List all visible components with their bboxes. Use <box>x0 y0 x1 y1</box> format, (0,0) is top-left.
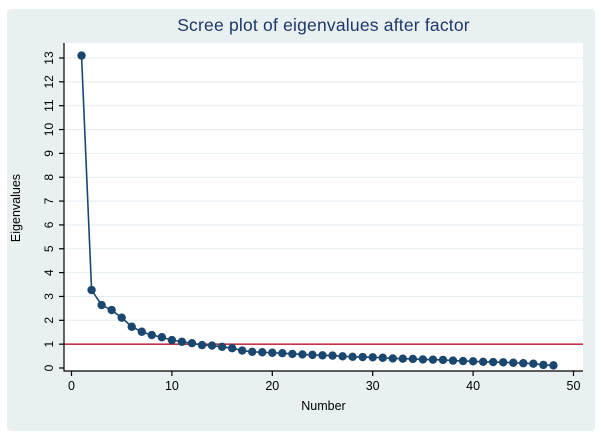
eigenvalue-point <box>197 340 207 350</box>
eigenvalue-point <box>539 360 548 370</box>
eigenvalue-point <box>438 355 448 365</box>
eigenvalue-point <box>408 354 418 364</box>
eigenvalue-point <box>308 350 317 360</box>
eigenvalue-point <box>187 339 197 348</box>
x-axis-title: Number <box>301 399 346 413</box>
eigenvalue-point <box>167 335 177 345</box>
y-tick-label: 8 <box>42 174 56 181</box>
eigenvalue-point <box>127 322 136 331</box>
eigenvalue-point <box>77 51 86 60</box>
eigenvalue-point <box>488 357 498 367</box>
eigenvalue-point <box>398 354 408 363</box>
eigenvalue-point <box>97 300 106 310</box>
x-tick-label: 0 <box>68 379 75 393</box>
eigenvalue-point <box>278 349 287 358</box>
eigenvalue-point <box>328 351 337 360</box>
eigenvalue-point <box>529 359 538 368</box>
eigenvalue-point <box>388 354 397 363</box>
y-tick-label: 3 <box>42 293 56 300</box>
eigenvalue-point <box>368 353 377 362</box>
x-tick-label: 20 <box>265 379 279 393</box>
y-tick-label: 1 <box>42 340 56 347</box>
eigenvalue-point <box>358 352 367 362</box>
y-tick-label: 5 <box>42 245 56 252</box>
chart-title: Scree plot of eigenvalues after factor <box>177 15 470 35</box>
eigenvalue-point <box>468 357 478 366</box>
eigenvalue-point <box>458 356 468 366</box>
eigenvalue-point <box>227 344 237 353</box>
eigenvalue-point <box>549 361 558 370</box>
y-tick-label: 10 <box>42 123 56 137</box>
y-tick-label: 9 <box>42 150 56 157</box>
y-tick-label: 4 <box>42 269 56 276</box>
eigenvalue-point <box>177 337 187 346</box>
eigenvalue-point <box>509 358 518 367</box>
eigenvalue-point <box>418 355 428 364</box>
eigenvalue-point <box>519 359 528 368</box>
eigenvalue-point <box>478 357 488 366</box>
eigenvalue-point <box>117 313 126 322</box>
eigenvalue-point <box>258 348 267 357</box>
y-axis-title: Eigenvalues <box>9 173 23 243</box>
eigenvalue-point <box>268 348 277 357</box>
eigenvalue-point <box>248 347 257 356</box>
eigenvalue-point <box>237 346 247 355</box>
eigenvalue-point <box>207 341 217 350</box>
eigenvalue-point <box>298 350 307 359</box>
eigenvalue-point <box>288 349 297 359</box>
eigenvalue-point <box>318 351 327 360</box>
y-tick-label: 7 <box>42 197 56 204</box>
x-tick-label: 30 <box>366 379 380 393</box>
y-tick-label: 0 <box>42 364 56 371</box>
x-tick-label: 50 <box>567 379 581 393</box>
eigenvalue-point <box>137 327 146 336</box>
eigenvalue-point <box>107 305 116 315</box>
eigenvalue-point <box>338 352 347 361</box>
x-tick-label: 10 <box>165 379 179 393</box>
eigenvalue-point <box>348 352 357 361</box>
eigenvalue-point <box>147 330 157 340</box>
x-tick-label: 40 <box>466 379 480 393</box>
eigenvalue-point <box>87 285 96 295</box>
eigenvalue-point <box>217 342 227 351</box>
plot-area <box>64 43 583 371</box>
eigenvalue-point <box>378 353 387 362</box>
y-tick-label: 11 <box>42 99 56 112</box>
y-tick-label: 6 <box>42 221 56 228</box>
y-tick-label: 12 <box>42 75 56 89</box>
eigenvalue-point <box>428 355 438 364</box>
y-tick-label: 13 <box>42 51 56 65</box>
eigenvalue-point <box>499 358 508 367</box>
eigenvalue-point <box>448 356 458 365</box>
eigenvalue-point <box>157 333 167 342</box>
y-tick-label: 2 <box>42 317 56 324</box>
